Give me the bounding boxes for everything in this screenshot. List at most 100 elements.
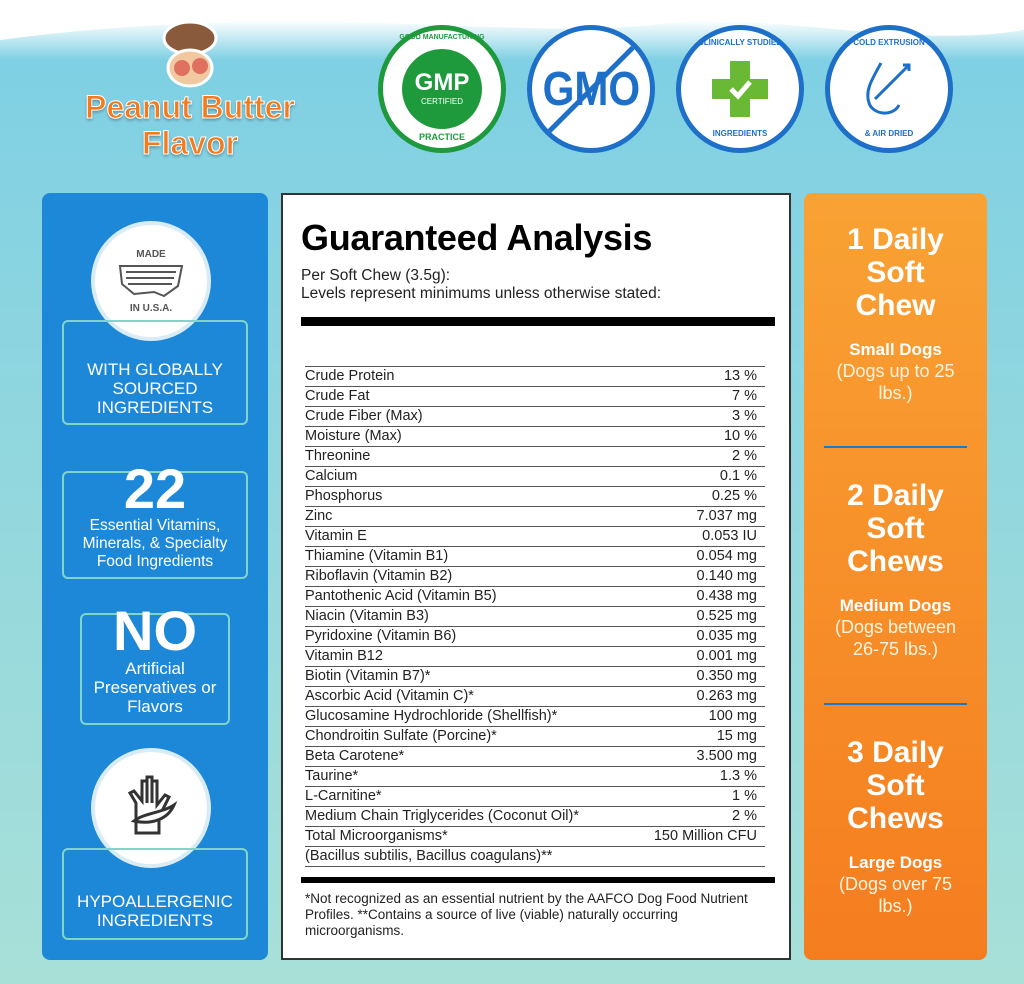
table-row: Pyridoxine (Vitamin B6) 0.035 mg bbox=[305, 626, 765, 647]
vitamins-text: Essential Vitamins, Minerals, & Specialt… bbox=[82, 517, 228, 570]
table-row: L-Carnitine* 1 % bbox=[305, 786, 765, 807]
made-text: MADE bbox=[136, 248, 166, 260]
water-drop-arrows-icon bbox=[866, 62, 911, 115]
vitamins-box: 22 Essential Vitamins, Minerals, & Speci… bbox=[62, 461, 248, 579]
nutrient-value: 15 mg bbox=[635, 726, 765, 747]
table-row: Ascorbic Acid (Vitamin C)* 0.263 mg bbox=[305, 686, 765, 707]
nutrient-value: 0.263 mg bbox=[635, 686, 765, 707]
divider-thick bbox=[301, 317, 775, 326]
nutrient-value: 7.037 mg bbox=[635, 506, 765, 527]
nutrient-value: 2 % bbox=[635, 806, 765, 827]
nutrient-name: Taurine* bbox=[305, 766, 635, 787]
table-row: Total Microorganisms* 150 Million CFU bbox=[305, 826, 765, 847]
table-row: Riboflavin (Vitamin B2) 0.140 mg bbox=[305, 566, 765, 587]
nutrient-name: Chondroitin Sulfate (Porcine)* bbox=[305, 726, 635, 747]
gmp-sub: CERTIFIED bbox=[420, 97, 464, 106]
analysis-table: Crude Protein 13 % Crude Fat 7 % Crude Fiber… bbox=[305, 366, 765, 867]
footnote: *Not recognized as an essential nutrient… bbox=[305, 891, 748, 938]
nutrient-value: 0.1 % bbox=[635, 466, 765, 487]
table-row: Phosphorus 0.25 % bbox=[305, 486, 765, 507]
dog-size: Large Dogs bbox=[848, 853, 943, 872]
table-row: Taurine* 1.3 % bbox=[305, 766, 765, 787]
nutrient-value: 2 % bbox=[635, 446, 765, 467]
dosage-heading: 3 Daily Soft Chews bbox=[847, 736, 944, 835]
dosage-heading: 1 Daily Soft Chew bbox=[847, 223, 944, 322]
table-row: Thiamine (Vitamin B1) 0.054 mg bbox=[305, 546, 765, 567]
hypoallergenic-text: HYPOALLERGENIC INGREDIENTS bbox=[62, 848, 248, 940]
dosage-panel: 1 Daily Soft Chew Small Dogs (Dogs up to… bbox=[804, 193, 987, 960]
table-row: Glucosamine Hydrochloride (Shellfish)* 10… bbox=[305, 706, 765, 727]
nutrient-value: 0.25 % bbox=[635, 486, 765, 507]
nutrient-name: Ascorbic Acid (Vitamin C)* bbox=[305, 686, 635, 707]
gmp-top: GOOD MANUFACTURING bbox=[399, 34, 485, 41]
nutrient-name: Crude Fiber (Max) bbox=[305, 406, 635, 427]
table-row: Vitamin B12 0.001 mg bbox=[305, 646, 765, 667]
nutrient-value: 0.035 mg bbox=[635, 626, 765, 647]
nutrient-name: Riboflavin (Vitamin B2) bbox=[305, 566, 635, 587]
clinically-studied-badge: CLINICALLY STUDIED INGREDIENTS bbox=[676, 25, 804, 153]
nutrient-value: 10 % bbox=[635, 426, 765, 447]
nutrient-name: Niacin (Vitamin B3) bbox=[305, 606, 635, 627]
nutrient-value: 150 Million CFU bbox=[635, 826, 765, 847]
nutrient-name: Phosphorus bbox=[305, 486, 635, 507]
table-row: Calcium 0.1 % bbox=[305, 466, 765, 487]
table-row: Threonine 2 % bbox=[305, 446, 765, 467]
usa-text: IN U.S.A. bbox=[129, 302, 173, 314]
nutrient-value: 0.001 mg bbox=[635, 646, 765, 667]
dog-weight: (Dogs between 26-75 lbs.) bbox=[834, 617, 957, 659]
table-row: Vitamin E 0.053 IU bbox=[305, 526, 765, 547]
gmp-text: GMP bbox=[414, 69, 470, 96]
nutrient-value: 3 % bbox=[635, 406, 765, 427]
table-row: Medium Chain Triglycerides (Coconut Oil)… bbox=[305, 806, 765, 827]
dog-size: Medium Dogs bbox=[839, 596, 952, 615]
flavor-logo: Peanut Butter Flavor bbox=[40, 10, 340, 170]
nutrient-name: Crude Fat bbox=[305, 386, 635, 407]
table-row: (Bacillus subtilis, Bacillus coagulans)*… bbox=[305, 846, 765, 867]
nutrient-name: Biotin (Vitamin B7)* bbox=[305, 666, 635, 687]
levels-note: Levels represent minimums unless otherwi… bbox=[301, 285, 662, 302]
nutrient-name: Beta Carotene* bbox=[305, 746, 635, 767]
dosage-medium: 2 Daily Soft Chews Medium Dogs (Dogs bet… bbox=[804, 479, 987, 660]
flavor-line1: Peanut Butter bbox=[85, 89, 296, 125]
cold-top: COLD EXTRUSION bbox=[853, 38, 925, 47]
nutrient-name: Glucosamine Hydrochloride (Shellfish)* bbox=[305, 706, 635, 727]
nutrient-name: Threonine bbox=[305, 446, 635, 467]
table-row: Crude Fat 7 % bbox=[305, 386, 765, 407]
sourced-text: WITH GLOBALLY SOURCED INGREDIENTS bbox=[62, 320, 248, 425]
table-row: Niacin (Vitamin B3) 0.525 mg bbox=[305, 606, 765, 627]
divider bbox=[824, 446, 967, 448]
table-row: Biotin (Vitamin B7)* 0.350 mg bbox=[305, 666, 765, 687]
medical-cross-icon bbox=[712, 61, 768, 117]
nutrient-value: 0.438 mg bbox=[635, 586, 765, 607]
nutrient-value: 0.140 mg bbox=[635, 566, 765, 587]
nutrient-name: Pyridoxine (Vitamin B6) bbox=[305, 626, 635, 647]
divider-thick bbox=[301, 877, 775, 883]
table-row: Pantothenic Acid (Vitamin B5) 0.438 mg bbox=[305, 586, 765, 607]
page-title: Guaranteed Analysis bbox=[301, 217, 653, 258]
cold-bottom: & AIR DRIED bbox=[864, 129, 914, 138]
hand-leaf-icon bbox=[127, 775, 178, 835]
nutrient-value: 3.500 mg bbox=[635, 746, 765, 767]
peanut-icon bbox=[162, 20, 218, 88]
analysis-subtitle: Per Soft Chew (3.5g): Levels represent m… bbox=[301, 267, 773, 303]
guaranteed-analysis-panel: Guaranteed Analysis Per Soft Chew (3.5g)… bbox=[281, 193, 791, 960]
nutrient-name: Total Microorganisms* bbox=[305, 826, 635, 847]
gmp-badge: GMP CERTIFIED GOOD MANUFACTURING PRACTIC… bbox=[378, 25, 506, 153]
table-row: Crude Fiber (Max) 3 % bbox=[305, 406, 765, 427]
nutrient-value: 13 % bbox=[635, 366, 765, 387]
serving-size: Per Soft Chew (3.5g): bbox=[301, 267, 451, 284]
table-row: Zinc 7.037 mg bbox=[305, 506, 765, 527]
nutrient-name: Vitamin E bbox=[305, 526, 635, 547]
table-row: Chondroitin Sulfate (Porcine)* 15 mg bbox=[305, 726, 765, 747]
nutrient-name: Moisture (Max) bbox=[305, 426, 635, 447]
clinical-top: CLINICALLY STUDIED bbox=[697, 38, 782, 47]
divider bbox=[824, 703, 967, 705]
background-wave bbox=[0, 0, 1024, 40]
dog-weight: (Dogs over 75 lbs.) bbox=[838, 874, 953, 916]
no-text: NO bbox=[113, 599, 197, 662]
gmp-bottom: PRACTICE bbox=[418, 132, 465, 142]
nutrient-value bbox=[635, 846, 765, 867]
nutrient-name: Thiamine (Vitamin B1) bbox=[305, 546, 635, 567]
features-panel: MADE IN U.S.A. WITH GLOBALLY SOURCED ING… bbox=[42, 193, 268, 960]
nutrient-value: 100 mg bbox=[635, 706, 765, 727]
